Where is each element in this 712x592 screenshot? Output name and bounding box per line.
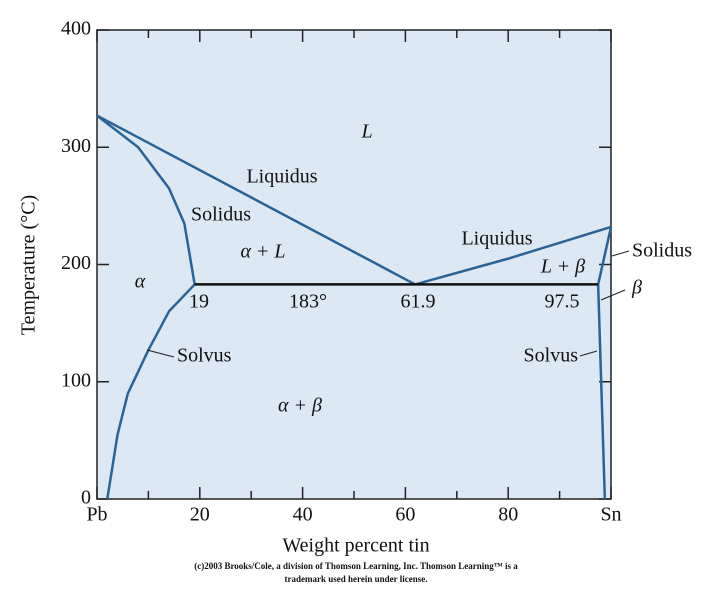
y-tick-label: 0 bbox=[81, 487, 91, 509]
x-tick-label: Sn bbox=[600, 504, 621, 526]
footer: trademark used herein under license. bbox=[285, 574, 428, 584]
curve-label: Liquidus bbox=[246, 166, 317, 188]
curve bbox=[96, 114, 612, 286]
leader-line bbox=[611, 250, 630, 257]
leader-line bbox=[579, 350, 598, 357]
annotation: 19 bbox=[189, 291, 209, 313]
annotation: β bbox=[631, 277, 642, 299]
y-tick-label: 200 bbox=[61, 252, 91, 274]
curve bbox=[96, 114, 196, 285]
y-tick-label: 100 bbox=[61, 369, 91, 391]
x-tick-label: 20 bbox=[190, 504, 210, 526]
annotation: α + L bbox=[240, 241, 285, 263]
x-tick-label: 40 bbox=[293, 504, 313, 526]
curve-label: Solidus bbox=[632, 240, 692, 262]
x-axis-label: Weight percent tin bbox=[282, 535, 429, 557]
curve bbox=[106, 283, 196, 500]
curve-label: Solidus bbox=[191, 204, 251, 226]
y-tick-label: 400 bbox=[61, 18, 91, 40]
x-tick-label: Pb bbox=[86, 504, 107, 526]
annotation: L + β bbox=[540, 256, 585, 278]
x-tick-label: 80 bbox=[498, 504, 518, 526]
footer: (c)2003 Brooks/Cole, a division of Thoms… bbox=[194, 561, 518, 571]
annotation: α bbox=[135, 271, 146, 293]
curve-label: Solvus bbox=[524, 345, 579, 367]
annotation: L bbox=[360, 121, 372, 143]
plot-area bbox=[96, 29, 612, 500]
leader-line bbox=[146, 349, 175, 358]
annotation: 61.9 bbox=[401, 291, 436, 313]
y-tick-label: 300 bbox=[61, 135, 91, 157]
leader-line bbox=[600, 289, 626, 301]
annotation: α + β bbox=[278, 395, 322, 417]
curve bbox=[596, 284, 607, 500]
annotation: 97.5 bbox=[545, 291, 580, 313]
x-tick-label: 60 bbox=[395, 504, 415, 526]
curve bbox=[596, 226, 613, 285]
curve-label: Solvus bbox=[177, 345, 232, 367]
annotation: 183° bbox=[289, 291, 327, 313]
y-axis-label: Temperature (°C) bbox=[18, 195, 40, 335]
curve-label: Liquidus bbox=[461, 228, 532, 250]
